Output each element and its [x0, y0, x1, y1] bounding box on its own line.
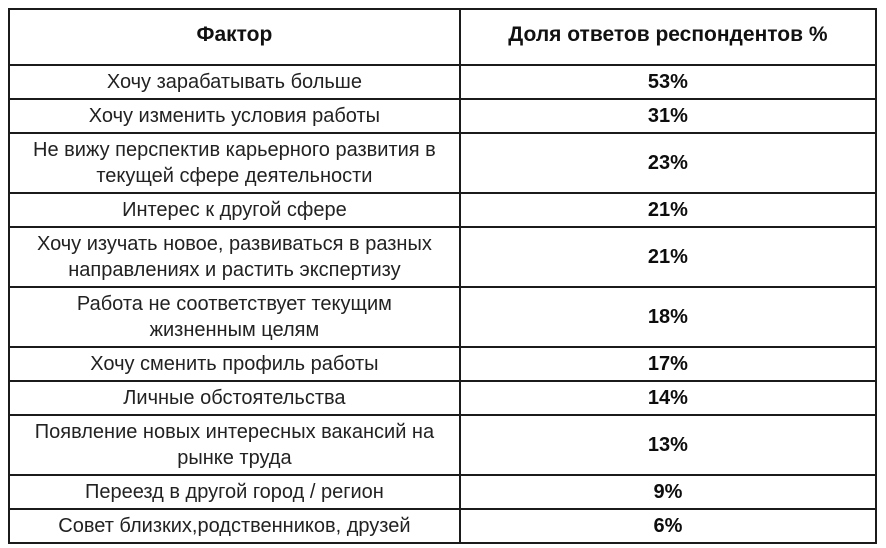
factor-cell: Появление новых интересных вакансий на р… [8, 414, 461, 476]
value-cell: 21% [458, 192, 878, 228]
survey-table: Фактор Доля ответов респондентов % Хочу … [8, 8, 878, 544]
factor-cell: Хочу сменить профиль работы [8, 346, 461, 382]
table-row: Личные обстоятельства 14% [8, 380, 878, 416]
header-row: Фактор Доля ответов респондентов % [8, 8, 878, 66]
column-header-factor: Фактор [8, 8, 461, 66]
factor-cell: Хочу изучать новое, развиваться в разных… [8, 226, 461, 288]
value-cell: 31% [458, 98, 878, 134]
table-row: Не вижу перспектив карьерного развития в… [8, 132, 878, 194]
value-cell: 13% [458, 414, 878, 476]
table-row: Хочу изучать новое, развиваться в разных… [8, 226, 878, 288]
factor-cell: Переезд в другой город / регион [8, 474, 461, 510]
column-header-value: Доля ответов респондентов % [458, 8, 878, 66]
table-row: Переезд в другой город / регион 9% [8, 474, 878, 510]
table-row: Работа не соответствует текущим жизненны… [8, 286, 878, 348]
table-row: Интерес к другой сфере 21% [8, 192, 878, 228]
factor-cell: Личные обстоятельства [8, 380, 461, 416]
table-row: Хочу сменить профиль работы 17% [8, 346, 878, 382]
value-cell: 53% [458, 64, 878, 100]
factor-cell: Хочу зарабатывать больше [8, 64, 461, 100]
table-row: Появление новых интересных вакансий на р… [8, 414, 878, 476]
table-row: Совет близких,родственников, друзей 6% [8, 508, 878, 544]
value-cell: 14% [458, 380, 878, 416]
factor-cell: Интерес к другой сфере [8, 192, 461, 228]
value-cell: 21% [458, 226, 878, 288]
factor-cell: Работа не соответствует текущим жизненны… [8, 286, 461, 348]
table-row: Хочу зарабатывать больше 53% [8, 64, 878, 100]
value-cell: 18% [458, 286, 878, 348]
factor-cell: Хочу изменить условия работы [8, 98, 461, 134]
factor-cell: Не вижу перспектив карьерного развития в… [8, 132, 461, 194]
value-cell: 6% [458, 508, 878, 544]
table-row: Хочу изменить условия работы 31% [8, 98, 878, 134]
value-cell: 17% [458, 346, 878, 382]
value-cell: 9% [458, 474, 878, 510]
value-cell: 23% [458, 132, 878, 194]
factor-cell: Совет близких,родственников, друзей [8, 508, 461, 544]
